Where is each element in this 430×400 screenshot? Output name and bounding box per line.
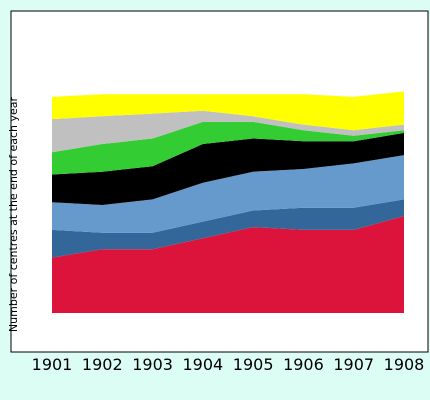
x-tick-label: 1903: [132, 355, 173, 374]
area-series-7: [52, 91, 404, 131]
x-tick-label: 1904: [182, 355, 223, 374]
area-series-3: [52, 155, 404, 233]
area-series-1: [52, 216, 404, 313]
y-axis-label: Number of centres at the end of each yea…: [7, 96, 20, 332]
area-series-4: [52, 132, 404, 205]
x-tick-label: 1905: [233, 355, 274, 374]
x-tick-label: 1902: [82, 355, 123, 374]
area-series-5: [52, 121, 404, 175]
x-tick-labels: 1901 1902 1903 1904 1905 1906 1907 1908: [32, 355, 425, 374]
x-tick-label: 1901: [32, 355, 73, 374]
area-series-group: [52, 91, 404, 313]
x-tick-label: 1906: [283, 355, 324, 374]
area-series-6: [52, 110, 404, 153]
x-tick-label: 1907: [333, 355, 374, 374]
x-tick-label: 1908: [384, 355, 425, 374]
area-series-2: [52, 199, 404, 258]
